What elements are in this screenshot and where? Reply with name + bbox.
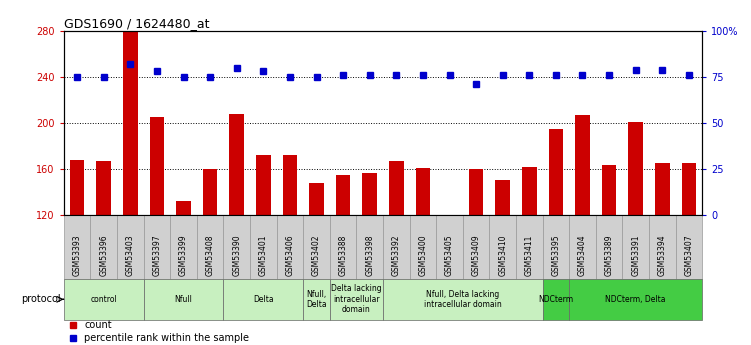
Bar <box>149 117 164 215</box>
Text: Nfull, Delta lacking
intracellular domain: Nfull, Delta lacking intracellular domai… <box>424 289 502 309</box>
Bar <box>203 169 218 215</box>
Text: GSM53389: GSM53389 <box>605 234 614 276</box>
Bar <box>415 168 430 215</box>
Bar <box>70 160 84 215</box>
Bar <box>569 215 596 279</box>
Text: GSM53400: GSM53400 <box>418 234 427 276</box>
Text: GSM53396: GSM53396 <box>99 234 108 276</box>
Bar <box>383 279 542 319</box>
Text: GSM53388: GSM53388 <box>339 235 348 276</box>
Bar <box>383 215 409 279</box>
Bar <box>522 167 537 215</box>
Bar <box>309 183 324 215</box>
Bar <box>543 279 569 319</box>
Bar <box>623 215 649 279</box>
Text: protocol: protocol <box>22 294 61 304</box>
Bar <box>629 122 643 215</box>
Bar <box>469 169 484 215</box>
Text: GSM53392: GSM53392 <box>392 234 401 276</box>
Bar <box>575 115 590 215</box>
Text: GSM53407: GSM53407 <box>684 234 693 276</box>
Text: GSM53405: GSM53405 <box>445 234 454 276</box>
Bar <box>436 215 463 279</box>
Bar <box>496 180 510 215</box>
Text: GSM53391: GSM53391 <box>631 234 640 276</box>
Bar <box>655 163 670 215</box>
Bar <box>229 114 244 215</box>
Text: GDS1690 / 1624480_at: GDS1690 / 1624480_at <box>64 17 210 30</box>
Text: Nfull: Nfull <box>174 295 192 304</box>
Bar <box>602 165 617 215</box>
Text: GSM53404: GSM53404 <box>578 234 587 276</box>
Bar <box>250 215 276 279</box>
Text: Delta lacking
intracellular
domain: Delta lacking intracellular domain <box>331 284 382 314</box>
Text: NDCterm, Delta: NDCterm, Delta <box>605 295 666 304</box>
Bar <box>224 215 250 279</box>
Bar <box>143 279 224 319</box>
Bar <box>96 161 111 215</box>
Bar <box>303 215 330 279</box>
Text: GSM53390: GSM53390 <box>232 234 241 276</box>
Bar <box>389 161 403 215</box>
Bar <box>282 155 297 215</box>
Bar <box>548 129 563 215</box>
Bar <box>682 163 696 215</box>
Bar <box>409 215 436 279</box>
Bar <box>463 215 490 279</box>
Bar <box>276 215 303 279</box>
Text: count: count <box>84 320 112 330</box>
Bar <box>330 215 357 279</box>
Text: GSM53408: GSM53408 <box>206 234 215 276</box>
Bar <box>363 174 377 215</box>
Text: NDCterm: NDCterm <box>538 295 574 304</box>
Text: Nfull,
Delta: Nfull, Delta <box>306 289 327 309</box>
Bar <box>123 31 137 215</box>
Text: GSM53397: GSM53397 <box>152 234 161 276</box>
Bar <box>649 215 676 279</box>
Bar <box>357 215 383 279</box>
Bar <box>197 215 224 279</box>
Text: GSM53394: GSM53394 <box>658 234 667 276</box>
Text: percentile rank within the sample: percentile rank within the sample <box>84 333 249 343</box>
Text: GSM53393: GSM53393 <box>73 234 82 276</box>
Bar <box>569 279 702 319</box>
Text: GSM53401: GSM53401 <box>259 234 268 276</box>
Text: Delta: Delta <box>253 295 273 304</box>
Bar <box>256 155 270 215</box>
Bar <box>176 201 191 215</box>
Bar <box>64 215 90 279</box>
Bar <box>90 215 117 279</box>
Bar <box>170 215 197 279</box>
Bar <box>303 279 330 319</box>
Bar <box>516 215 543 279</box>
Text: GSM53402: GSM53402 <box>312 234 321 276</box>
Bar <box>330 279 383 319</box>
Text: GSM53406: GSM53406 <box>285 234 294 276</box>
Text: GSM53403: GSM53403 <box>126 234 135 276</box>
Bar <box>336 175 351 215</box>
Bar <box>676 215 702 279</box>
Text: GSM53399: GSM53399 <box>179 234 188 276</box>
Text: GSM53411: GSM53411 <box>525 235 534 276</box>
Bar <box>64 279 143 319</box>
Bar <box>543 215 569 279</box>
Bar <box>596 215 623 279</box>
Text: GSM53410: GSM53410 <box>498 234 507 276</box>
Bar <box>117 215 143 279</box>
Bar <box>143 215 170 279</box>
Bar <box>490 215 516 279</box>
Text: GSM53398: GSM53398 <box>365 234 374 276</box>
Text: GSM53409: GSM53409 <box>472 234 481 276</box>
Text: control: control <box>90 295 117 304</box>
Text: GSM53395: GSM53395 <box>551 234 560 276</box>
Bar <box>224 279 303 319</box>
